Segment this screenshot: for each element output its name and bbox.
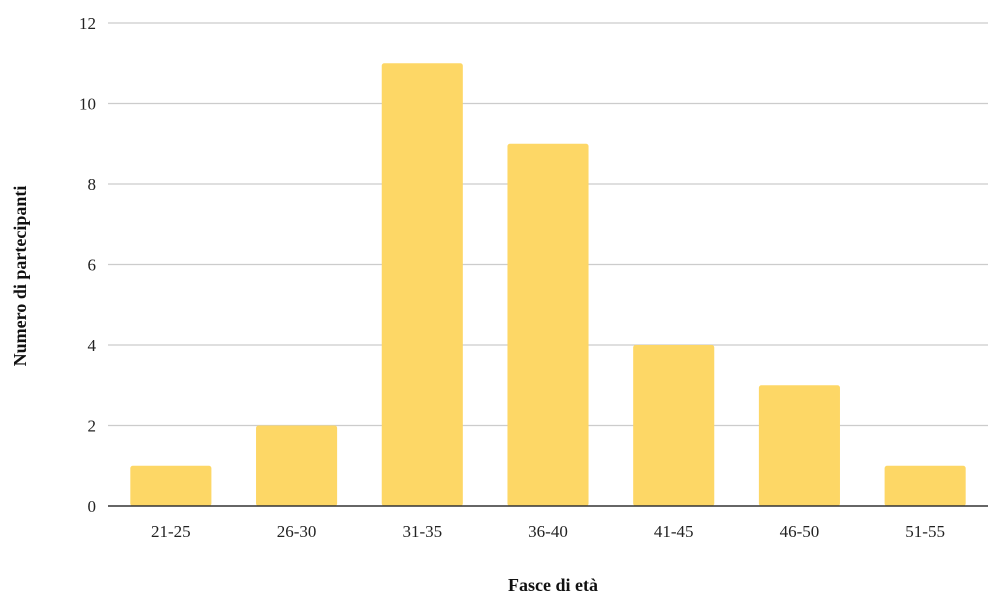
bars	[130, 63, 966, 506]
y-tick-label: 12	[79, 14, 96, 33]
bar-21-25	[130, 465, 212, 506]
x-axis-title: Fasce di età	[508, 575, 598, 595]
bar-31-35	[381, 63, 463, 506]
bar-41-45	[633, 345, 715, 506]
y-tick-label: 10	[79, 95, 96, 114]
x-tick-label: 26-30	[277, 522, 317, 541]
y-tick-label: 2	[88, 417, 97, 436]
y-tick-label: 4	[88, 336, 97, 355]
y-axis-title: Numero di partecipanti	[10, 186, 30, 367]
y-tick-label: 6	[88, 256, 97, 275]
y-tick-label: 0	[88, 497, 97, 516]
bar-36-40	[507, 143, 589, 506]
x-tick-label: 41-45	[654, 522, 694, 541]
y-tick-labels: 0 2 4 6 8 10 12	[79, 14, 97, 516]
x-tick-label: 36-40	[528, 522, 568, 541]
x-tick-label: 31-35	[402, 522, 442, 541]
x-tick-label: 51-55	[905, 522, 945, 541]
x-tick-label: 46-50	[780, 522, 820, 541]
x-tick-label: 21-25	[151, 522, 191, 541]
y-tick-label: 8	[88, 175, 97, 194]
bar-26-30	[256, 425, 338, 506]
bar-46-50	[758, 385, 840, 506]
x-tick-labels: 21-25 26-30 31-35 36-40 41-45 46-50 51-55	[151, 522, 945, 541]
bar-51-55	[884, 465, 966, 506]
